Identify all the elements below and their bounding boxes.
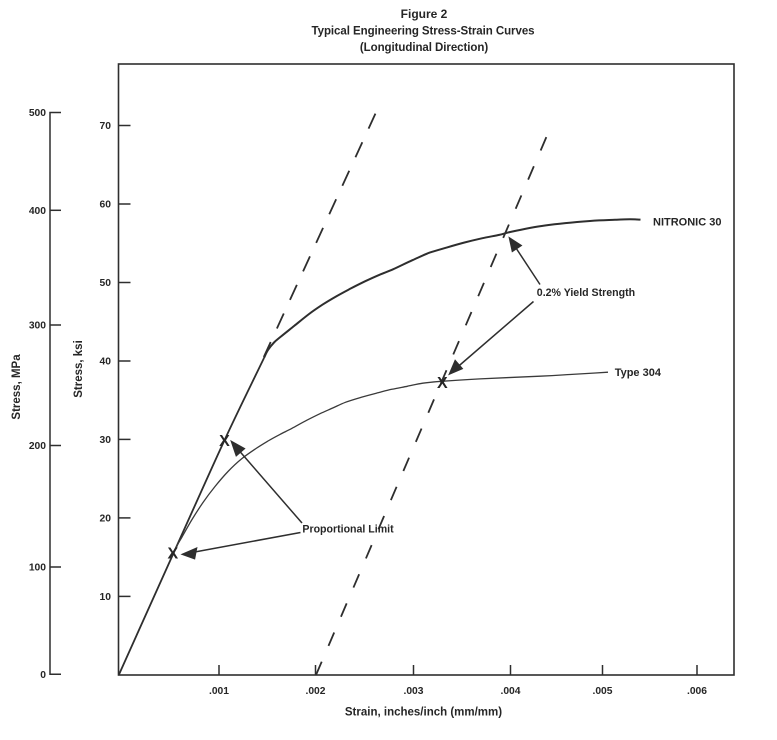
svg-text:X: X [167,546,178,563]
svg-text:.001: .001 [209,686,229,697]
svg-text:.004: .004 [500,686,520,697]
svg-text:200: 200 [29,441,46,452]
svg-text:Typical Engineering Stress-Str: Typical Engineering Stress-Strain Curves [312,26,535,38]
svg-text:Stress, MPa: Stress, MPa [11,354,23,420]
svg-text:0: 0 [40,670,46,681]
svg-text:(Longitudinal Direction): (Longitudinal Direction) [360,42,488,54]
svg-text:NITRONIC 30: NITRONIC 30 [653,217,721,229]
svg-text:Figure 2: Figure 2 [401,7,448,21]
svg-text:30: 30 [100,435,112,446]
svg-text:.002: .002 [305,686,325,697]
svg-text:Stress, ksi: Stress, ksi [73,340,85,398]
svg-text:300: 300 [29,321,46,332]
svg-text:Type 304: Type 304 [615,367,662,379]
svg-text:60: 60 [100,200,112,211]
svg-text:400: 400 [29,206,46,217]
svg-text:20: 20 [100,514,112,525]
svg-text:Strain, inches/inch (mm/mm): Strain, inches/inch (mm/mm) [345,707,502,719]
svg-text:.006: .006 [687,686,707,697]
svg-text:500: 500 [29,108,46,119]
svg-text:70: 70 [100,121,112,132]
svg-text:100: 100 [29,563,46,574]
svg-text:X: X [219,433,230,450]
svg-text:.005: .005 [592,686,612,697]
svg-text:50: 50 [100,278,112,289]
svg-text:.003: .003 [403,686,423,697]
svg-text:Proportional Limit: Proportional Limit [302,523,394,535]
svg-text:40: 40 [100,357,112,368]
svg-text:10: 10 [100,592,112,603]
svg-text:X: X [437,375,448,392]
svg-text:0.2% Yield Strength: 0.2% Yield Strength [537,287,635,299]
